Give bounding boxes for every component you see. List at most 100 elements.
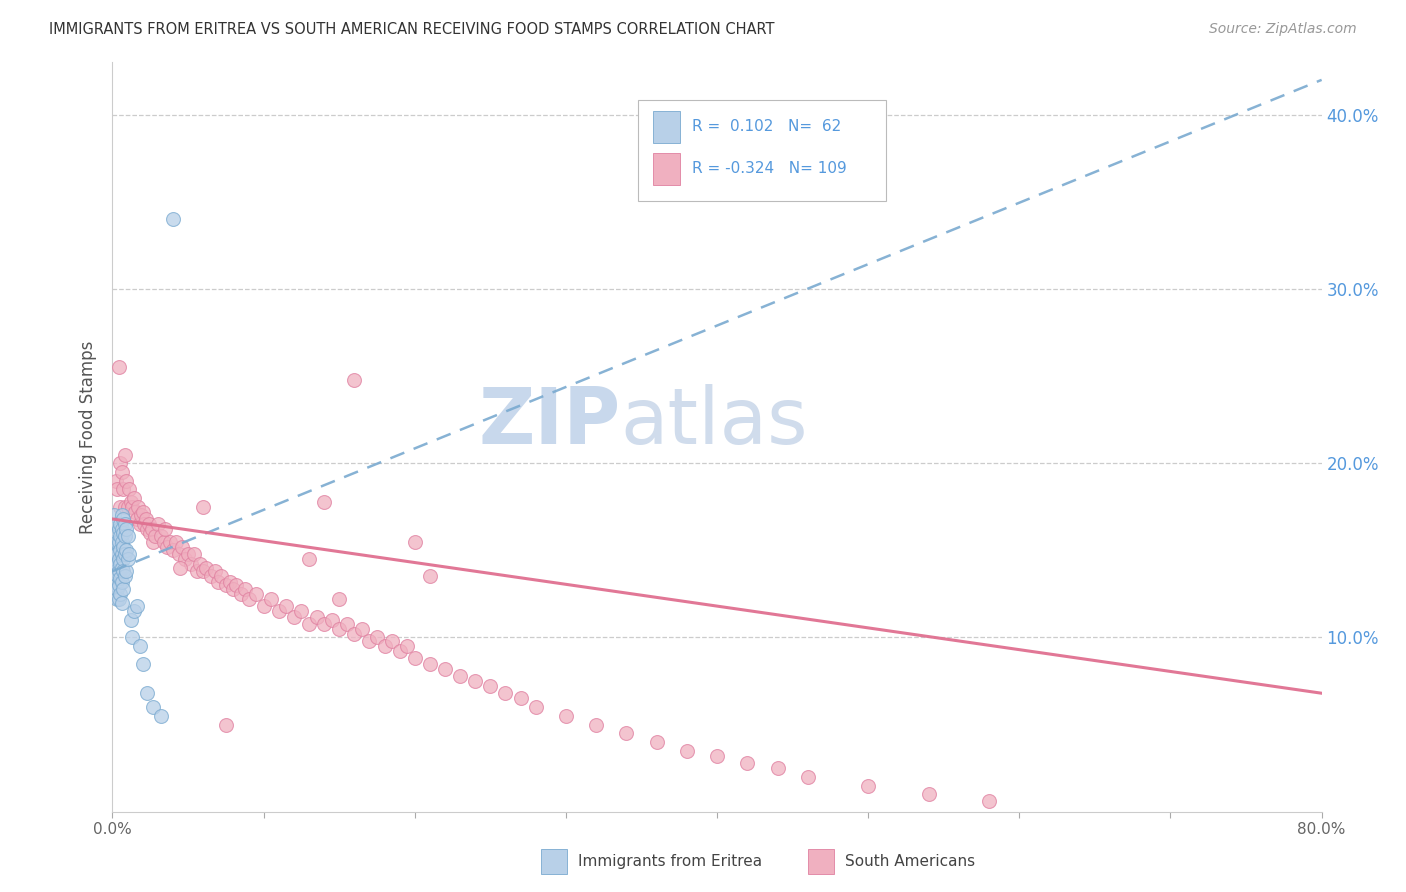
Point [253,599,276,613]
Point [167,547,190,561]
Point [114,517,136,532]
Point [554,709,576,723]
Point [128,517,150,532]
Point [108,456,131,470]
Point [114,500,136,514]
Text: Source: ZipAtlas.com: Source: ZipAtlas.com [1209,22,1357,37]
Point [336,616,359,631]
Point [359,634,381,648]
Point [321,613,343,627]
Point [104,564,127,578]
Point [142,700,165,714]
Point [856,779,880,793]
Point [706,748,728,763]
Point [118,483,141,497]
Point [388,644,411,658]
Point [108,529,131,543]
Text: IMMIGRANTS FROM ERITREA VS SOUTH AMERICAN RECEIVING FOOD STAMPS CORRELATION CHAR: IMMIGRANTS FROM ERITREA VS SOUTH AMERICA… [49,22,775,37]
Point [139,525,162,540]
Point [290,604,312,618]
Point [298,552,321,566]
Point [138,517,160,532]
Point [115,564,138,578]
Point [238,592,260,607]
Point [103,508,125,523]
Point [449,669,471,683]
Point [114,547,136,561]
Point [404,651,426,665]
Point [110,547,132,561]
Point [524,700,547,714]
Point [267,604,290,618]
Point [162,212,184,227]
Point [104,578,127,592]
Point [118,547,141,561]
Point [328,622,350,636]
Point [419,569,441,583]
Point [103,578,125,592]
Text: atlas: atlas [620,384,808,460]
Point [419,657,441,671]
Point [479,679,502,693]
Point [616,726,638,740]
Point [132,657,155,671]
Point [110,561,132,575]
Bar [638,100,886,201]
Point [132,505,155,519]
Point [117,552,139,566]
Point [977,794,1000,808]
Point [124,505,146,519]
Point [495,686,517,700]
Point [222,582,245,596]
Point [585,717,607,731]
Point [103,534,125,549]
Point [404,534,426,549]
Point [225,578,247,592]
Bar [652,153,679,185]
Point [180,558,202,572]
Point [298,616,321,631]
Point [121,500,143,514]
Point [645,735,668,749]
Point [737,756,759,770]
Point [207,574,229,589]
Point [121,631,143,645]
Point [112,582,135,596]
Point [112,540,135,554]
Point [108,571,131,585]
Point [191,564,214,578]
Point [169,561,191,575]
Point [112,525,135,540]
Point [177,547,200,561]
Point [105,534,128,549]
Point [219,574,242,589]
Point [107,578,129,592]
Point [204,564,226,578]
Point [112,564,135,578]
Point [136,686,159,700]
Point [104,525,127,540]
Point [433,662,456,676]
Point [115,523,138,537]
Point [110,465,132,479]
Point [108,543,131,558]
Point [107,592,129,607]
Point [134,517,156,532]
Point [796,770,818,784]
Point [209,569,232,583]
Point [107,552,129,566]
Point [117,500,139,514]
Point [125,599,148,613]
Point [143,529,166,543]
Point [110,534,132,549]
Point [162,543,184,558]
Point [115,543,138,558]
Point [128,639,150,653]
Point [314,616,336,631]
Text: ZIP: ZIP [478,384,620,460]
Point [188,558,211,572]
Point [110,574,132,589]
Point [235,582,257,596]
Point [104,556,127,570]
Point [141,523,163,537]
